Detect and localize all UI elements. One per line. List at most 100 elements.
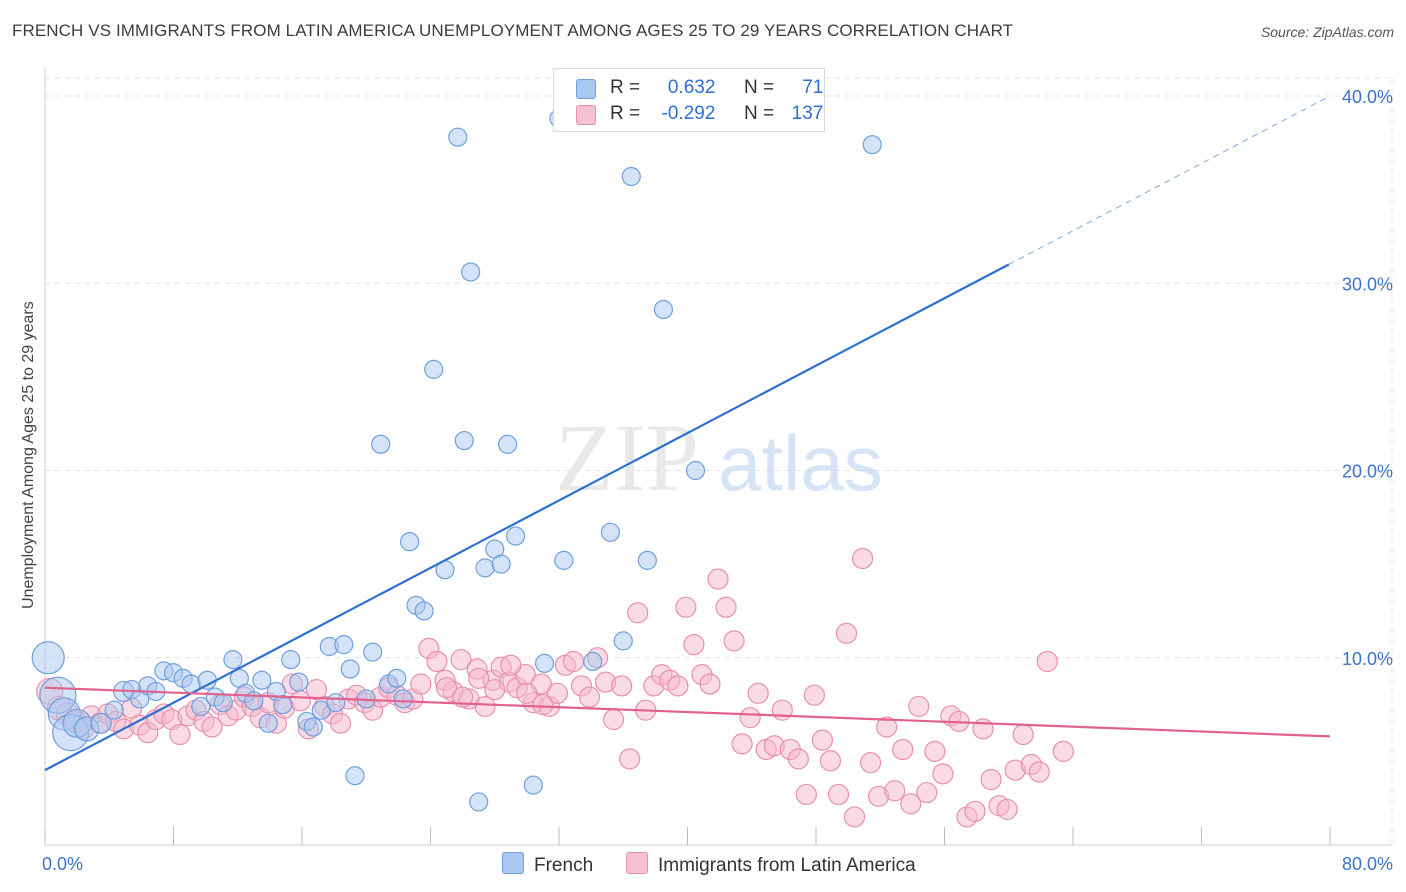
french-point-51 [454, 430, 474, 451]
latin-point-101 [851, 547, 874, 570]
french-point-60 [534, 653, 555, 673]
latin-point-79 [675, 596, 697, 618]
french-point-66 [637, 550, 657, 570]
french-point-25 [252, 670, 272, 690]
french-point-48 [424, 359, 444, 379]
latin-trend-line [44, 686, 1331, 738]
legend-french-r-label: R = [610, 77, 641, 98]
french-point-43 [387, 668, 407, 688]
latin-point-119 [996, 798, 1018, 821]
french-point-56 [491, 554, 511, 574]
french-point-41 [371, 434, 391, 454]
french-point-17 [191, 696, 211, 717]
legend-latin-n-value: 137 [791, 103, 824, 124]
bottom-legend-latin: Immigrants from Latin America [626, 852, 916, 877]
bottom-legend-french-swatch [502, 852, 524, 874]
french-point-29 [281, 650, 301, 670]
french-point-62 [583, 651, 603, 672]
latin-point-97 [819, 750, 842, 772]
french-point-35 [326, 693, 346, 713]
french-point-50 [448, 127, 468, 147]
y-axis-label: Unemployment Among Ages 25 to 29 years [20, 301, 37, 609]
bottom-legend-french: French [502, 852, 593, 877]
french-point-59 [523, 775, 543, 795]
french-point-28 [273, 694, 293, 715]
latin-point-96 [811, 729, 834, 751]
latin-point-93 [787, 748, 809, 770]
watermark-atlas: atlas [718, 419, 883, 507]
latin-point-126 [435, 677, 458, 699]
french-point-69 [862, 135, 882, 155]
french-point-20 [213, 693, 233, 713]
latin-point-80 [683, 634, 705, 656]
latin-point-117 [980, 768, 1002, 791]
french-point-18 [197, 670, 217, 690]
legend-latin-r-value: -0.292 [661, 103, 716, 124]
latin-point-51 [450, 649, 472, 671]
latin-point-111 [932, 763, 954, 785]
tick-labels: 10.0% 20.0% 30.0% 40.0% 0.0% 80.0% [42, 87, 1393, 874]
latin-point-115 [964, 800, 986, 822]
latin-point-72 [619, 748, 641, 770]
legend-french-n-label: N = [743, 77, 775, 98]
french-point-65 [621, 166, 641, 187]
latin-point-106 [892, 738, 914, 761]
latin-point-129 [484, 678, 506, 701]
latin-point-82 [699, 673, 721, 695]
bottom-legend-latin-swatch [626, 852, 648, 874]
french-point-0 [31, 641, 65, 675]
bottom-legend-latin-label: Immigrants from Latin America [658, 855, 916, 876]
latin-point-125 [1052, 740, 1074, 762]
axes [44, 68, 1392, 846]
french-point-53 [469, 792, 489, 812]
french-point-54 [475, 558, 495, 578]
latin-point-46 [410, 673, 432, 695]
french-point-26 [258, 713, 278, 733]
stats-legend: R = 0.632 N = 71 R = -0.292 N = 137 [553, 68, 825, 132]
chart-title: FRENCH VS IMMIGRANTS FROM LATIN AMERICA … [12, 21, 1014, 40]
latin-point-88 [747, 682, 769, 704]
latin-point-102 [860, 752, 882, 774]
latin-point-70 [603, 708, 625, 731]
latin-point-83 [707, 568, 729, 590]
latin-point-110 [924, 740, 946, 762]
latin-point-16 [169, 723, 191, 746]
latin-point-109 [916, 781, 938, 804]
x-tick-label-min: 0.0% [42, 854, 83, 874]
latin-point-107 [900, 793, 922, 815]
latin-point-124 [1036, 650, 1058, 673]
french-point-44 [393, 689, 413, 709]
grid-lines [45, 77, 1393, 845]
trend-lines [44, 95, 1331, 772]
french-series-points [31, 108, 882, 812]
latin-point-98 [827, 783, 850, 806]
legend-swatch-latin [576, 105, 596, 125]
legend-latin-n-label: N = [743, 103, 775, 124]
latin-point-94 [795, 783, 817, 806]
latin-point-48 [426, 650, 448, 673]
latin-point-84 [715, 596, 737, 618]
latin-point-36 [329, 712, 352, 734]
latin-point-123 [1028, 761, 1050, 783]
french-point-38 [345, 766, 365, 786]
latin-point-130 [500, 654, 522, 676]
latin-point-99 [835, 622, 858, 645]
french-point-58 [506, 526, 526, 546]
latin-point-127 [452, 686, 474, 708]
latin-point-121 [1012, 723, 1034, 746]
french-point-67 [653, 299, 674, 320]
latin-point-131 [516, 682, 538, 704]
latin-point-86 [731, 733, 753, 755]
latin-point-54 [474, 695, 496, 718]
latin-point-71 [611, 675, 633, 697]
latin-point-20 [201, 716, 223, 738]
latin-point-78 [667, 675, 689, 697]
latin-point-105 [884, 780, 906, 802]
y-tick-label-20: 20.0% [1342, 462, 1393, 482]
legend-latin-r-label: R = [610, 103, 641, 124]
french-point-7 [104, 700, 124, 720]
latin-point-63 [546, 682, 568, 704]
bottom-legend-french-label: French [534, 855, 594, 876]
french-point-30 [289, 672, 309, 692]
